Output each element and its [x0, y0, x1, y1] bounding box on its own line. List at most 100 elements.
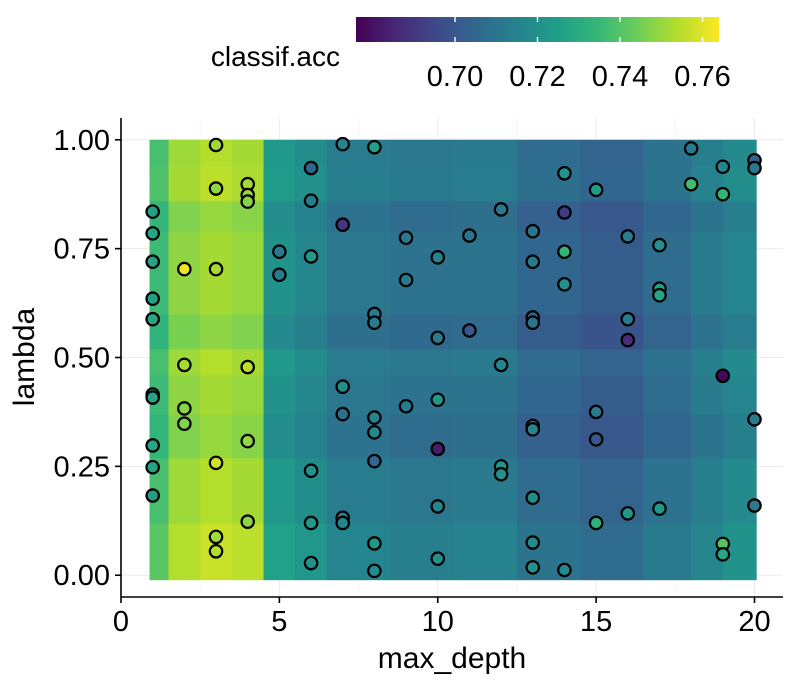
heatmap-cell — [200, 414, 233, 459]
data-point — [620, 332, 636, 348]
data-point — [493, 466, 509, 482]
heatmap-cell — [390, 200, 455, 232]
heatmap-cell — [263, 414, 296, 459]
colorbar-tick-label: 0.70 — [427, 61, 483, 93]
heatmap-cell — [643, 374, 692, 415]
data-point — [208, 137, 224, 153]
data-point — [145, 488, 160, 503]
heatmap-cell — [231, 313, 265, 350]
data-point — [430, 330, 446, 346]
data-point — [588, 432, 604, 447]
data-point — [145, 226, 160, 241]
heatmap-cell — [326, 165, 391, 202]
colorbar-title: classif.acc — [211, 41, 340, 72]
heatmap-cell — [168, 165, 201, 202]
data-point — [177, 401, 192, 416]
y-tick-label: 0.50 — [54, 343, 110, 375]
data-point — [208, 455, 224, 471]
heatmap-cell — [326, 231, 391, 272]
data-point — [145, 438, 160, 453]
data-point — [367, 315, 382, 330]
x-tick-label: 10 — [422, 606, 454, 638]
heatmap-cell — [168, 313, 201, 350]
heatmap-cell — [643, 270, 692, 315]
data-point — [208, 543, 224, 559]
heatmap-cell — [643, 414, 692, 459]
data-point — [620, 506, 636, 521]
data-point — [367, 536, 382, 551]
heatmap-cell — [691, 231, 724, 272]
data-point — [430, 250, 446, 265]
heatmap-cell — [263, 457, 296, 524]
heatmap-cell — [149, 522, 170, 581]
data-point — [367, 453, 382, 469]
heatmap-cell — [722, 270, 757, 315]
heatmap-cell — [326, 414, 391, 459]
y-axis-ticks: 0.00 0.25 0.50 0.75 1.00 — [54, 125, 121, 592]
data-point — [462, 228, 477, 243]
heatmap-cell — [453, 522, 518, 581]
heatmap-cell — [263, 200, 296, 232]
heatmap-cell — [643, 313, 692, 350]
heatmap-cell — [326, 270, 391, 315]
data-point — [747, 412, 762, 427]
heatmap-cell — [580, 348, 645, 376]
heatmap-cell — [200, 200, 233, 232]
colorbar-tick-label: 0.76 — [674, 61, 730, 93]
heatmap-cell — [453, 348, 518, 376]
data-point — [145, 204, 160, 219]
data-point — [588, 404, 604, 420]
data-point — [588, 515, 604, 531]
heatmap-cell — [722, 457, 757, 524]
data-point — [525, 535, 541, 550]
data-point — [303, 515, 319, 531]
data-point — [652, 501, 667, 516]
data-point — [430, 441, 446, 457]
heatmap-cell — [516, 414, 581, 459]
data-point — [240, 359, 255, 375]
data-point — [145, 291, 160, 307]
data-point — [652, 287, 667, 303]
data-point — [430, 392, 446, 408]
data-point — [525, 254, 541, 270]
heatmap-cell — [691, 374, 724, 415]
heatmap-cell — [263, 313, 296, 350]
data-point — [715, 547, 731, 562]
data-point — [367, 563, 382, 579]
heatmap-cell — [326, 374, 391, 415]
heatmap-cell — [516, 139, 581, 167]
heatmap-cell — [516, 348, 581, 376]
data-point — [367, 410, 382, 425]
heatmap-cell — [326, 457, 391, 524]
data-point — [525, 315, 541, 330]
data-point — [335, 515, 351, 531]
heatmap-cell — [200, 270, 233, 315]
heatmap-cell — [149, 139, 170, 167]
data-point — [525, 490, 541, 506]
heatmap-cell — [516, 270, 581, 315]
data-point — [145, 459, 160, 475]
data-point — [525, 223, 541, 239]
data-point — [620, 311, 636, 327]
x-axis-title: max_depth — [378, 642, 526, 675]
data-point — [493, 202, 509, 217]
heatmap-cell — [263, 522, 296, 581]
heatmap-cell — [295, 522, 328, 581]
data-point — [240, 514, 255, 529]
data-point — [303, 193, 319, 209]
heatmap-cell — [580, 139, 645, 167]
x-tick-label: 5 — [271, 606, 287, 638]
data-point — [652, 237, 667, 253]
heatmap-cell — [643, 139, 692, 167]
heatmap-cell — [231, 139, 265, 167]
heatmap-cell — [168, 139, 201, 167]
data-point — [208, 181, 224, 196]
heatmap-cell — [643, 348, 692, 376]
data-point — [683, 176, 699, 192]
colorbar-ticks: 0.70 0.72 0.74 0.76 — [427, 17, 731, 93]
data-point — [272, 267, 287, 283]
plot-panel: 0 5 10 15 20 0.00 0.25 0.50 0.75 1.00 — [54, 118, 783, 638]
heatmap-cell — [200, 374, 233, 415]
heatmap-cell — [295, 374, 328, 415]
